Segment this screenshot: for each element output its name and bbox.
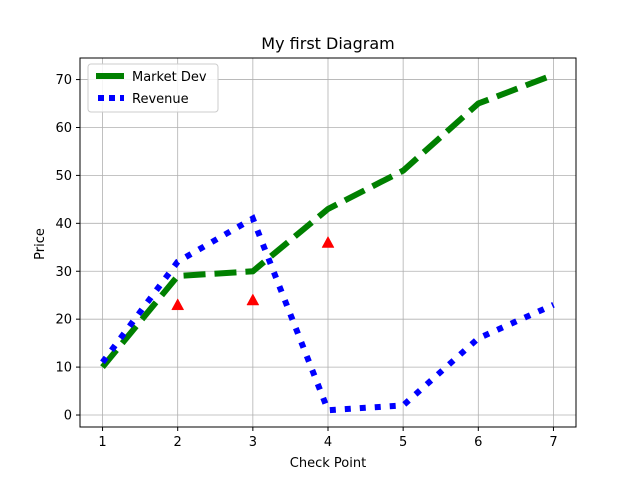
y-tick-label: 10 — [55, 361, 72, 376]
grid — [80, 58, 576, 427]
x-tick-label: 6 — [474, 435, 482, 450]
series-layer — [100, 71, 555, 414]
x-tick-label: 4 — [324, 435, 332, 450]
marker-layer — [171, 235, 335, 311]
series-line-market-dev — [100, 71, 555, 370]
x-tick-label: 3 — [249, 435, 257, 450]
legend: Market Dev Revenue — [87, 63, 219, 113]
triangle-marker — [246, 293, 260, 306]
y-tick-label: 0 — [64, 409, 72, 424]
triangle-marker — [321, 235, 335, 248]
x-axis-label: Check Point — [290, 456, 366, 471]
y-axis-label: Price — [33, 228, 48, 260]
y-tick-label: 40 — [55, 217, 72, 232]
y-tick-label: 50 — [55, 169, 72, 184]
chart-title: My first Diagram — [261, 34, 394, 53]
series-line-revenue — [100, 214, 555, 414]
y-tick-label: 20 — [55, 313, 72, 328]
x-tick-label: 2 — [174, 435, 182, 450]
x-tick-label: 5 — [399, 435, 407, 450]
triangle-marker — [171, 298, 185, 311]
x-tick-label: 1 — [98, 435, 106, 450]
y-tick-label: 60 — [55, 121, 72, 136]
x-tick-label: 7 — [549, 435, 557, 450]
legend-label: Revenue — [132, 92, 189, 107]
y-tick-label: 70 — [55, 73, 72, 88]
y-tick-label: 30 — [55, 265, 72, 280]
legend-label: Market Dev — [132, 70, 207, 85]
